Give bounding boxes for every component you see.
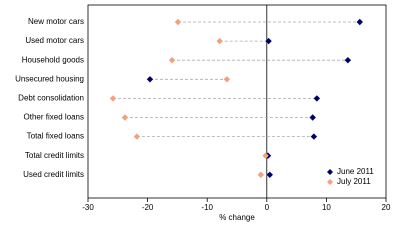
- dot-marker: [109, 95, 117, 102]
- x-tick-label: -30: [82, 203, 94, 212]
- dot-marker: [310, 133, 318, 140]
- dot-marker: [216, 37, 223, 45]
- y-tick-label: Unsecured housing: [15, 74, 84, 83]
- legend-marker: [327, 179, 333, 185]
- dot-marker: [309, 114, 316, 121]
- dot-marker: [313, 95, 321, 102]
- dot-marker: [168, 57, 176, 64]
- legend-label: July 2011: [337, 177, 371, 186]
- plot-frame: [87, 4, 387, 199]
- y-tick-label: Household goods: [22, 55, 84, 64]
- y-tick-label: Used motor cars: [25, 36, 84, 45]
- legend-label: June 2011: [337, 167, 374, 176]
- y-tick-label: Total fixed loans: [27, 132, 84, 141]
- dot-marker: [257, 171, 265, 178]
- dot-marker: [146, 76, 154, 83]
- y-tick-label: Other fixed loans: [24, 113, 84, 122]
- dot-marker: [265, 37, 272, 45]
- dot-marker: [223, 76, 231, 83]
- x-tick-label: 0: [265, 203, 270, 212]
- dot-marker: [174, 18, 182, 26]
- legend-marker: [327, 169, 333, 175]
- chart: % change -30 -20 -10 0 10 20 New motor cars Use…: [15, 4, 391, 222]
- dot-marker: [356, 18, 363, 26]
- dot-marker: [344, 57, 352, 64]
- y-tick-label: Total credit limits: [25, 151, 84, 160]
- dot-marker: [133, 133, 141, 140]
- x-axis-label: % change: [219, 213, 255, 222]
- dot-marker: [262, 152, 269, 159]
- y-tick-label: Debt consolidation: [18, 94, 84, 103]
- x-tick-label: 20: [382, 203, 391, 212]
- x-tick-label: -10: [201, 203, 213, 212]
- x-tick-label: -20: [142, 203, 154, 212]
- y-tick-label: New motor cars: [28, 17, 84, 26]
- dot-marker: [266, 171, 273, 178]
- dot-marker: [121, 114, 129, 121]
- x-tick-label: 10: [322, 203, 331, 212]
- y-tick-label: Used credit limits: [23, 170, 84, 179]
